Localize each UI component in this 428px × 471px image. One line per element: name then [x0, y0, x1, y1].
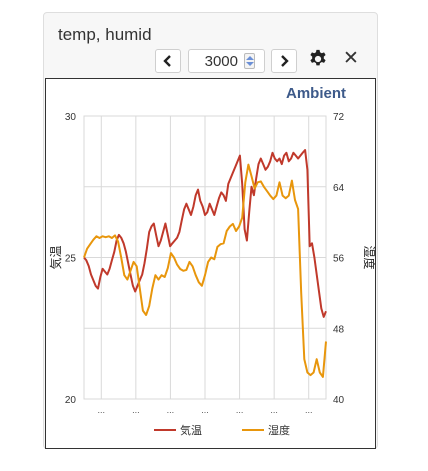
x-tick-label: ...	[305, 405, 313, 415]
gear-icon[interactable]	[307, 48, 329, 70]
x-tick-label: ...	[270, 405, 278, 415]
x-tick-label: ...	[167, 405, 175, 415]
y-left-tick-label: 25	[65, 254, 77, 265]
x-tick-label: ...	[236, 405, 244, 415]
close-icon[interactable]: ✕	[343, 48, 359, 69]
x-tick-label: ...	[132, 405, 140, 415]
x-tick-label: ...	[201, 405, 209, 415]
legend-label-temp: 気温	[180, 423, 202, 437]
y-right-axis-label: 湿度	[362, 245, 375, 269]
y-right-tick-label: 40	[333, 395, 345, 406]
chart-svg: Ambient .................. ... 20 25 30 40 48 5…	[48, 85, 377, 437]
y-right-tick-label: 48	[333, 324, 345, 335]
y-right-tick-label: 72	[333, 112, 345, 123]
x-tick-label: ...	[98, 405, 106, 415]
brand-label: Ambient	[286, 85, 346, 102]
chevron-right-icon	[281, 55, 289, 67]
y-left-axis-label: 気温	[48, 245, 63, 269]
interval-stepper[interactable]: 3000	[188, 49, 265, 73]
next-button[interactable]	[271, 49, 297, 73]
chevron-left-icon	[163, 55, 171, 67]
spin-arrows-icon[interactable]	[244, 53, 255, 69]
chart-panel: Ambient ..................... 20 25 30 40 48 5…	[45, 78, 377, 449]
y-right-tick-label: 56	[333, 254, 345, 265]
series-line-temp	[83, 149, 327, 318]
y-right-tick-label: 64	[333, 183, 345, 194]
y-left-tick-label: 20	[65, 395, 77, 406]
chart-widget: temp, humid 3000 ✕ Ambient .............…	[43, 12, 378, 449]
series-line-humid	[83, 163, 327, 378]
y-left-tick-label: 30	[65, 112, 77, 123]
interval-value: 3000	[204, 53, 238, 70]
previous-button[interactable]	[155, 49, 181, 73]
legend-label-humid: 湿度	[268, 423, 290, 437]
widget-title: temp, humid	[58, 25, 152, 44]
